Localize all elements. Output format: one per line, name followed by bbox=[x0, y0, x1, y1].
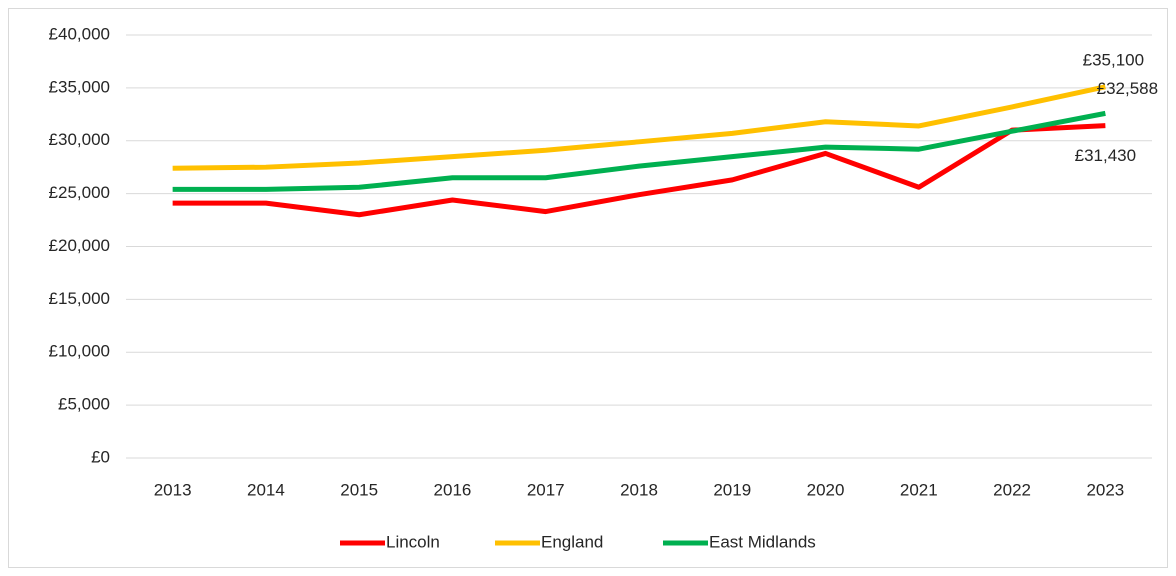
y-tick-label: £5,000 bbox=[58, 395, 110, 414]
y-tick-label: £10,000 bbox=[49, 342, 110, 361]
x-tick-label: 2016 bbox=[434, 480, 472, 499]
legend-label: England bbox=[541, 532, 603, 551]
series-line bbox=[172, 84, 1106, 171]
legend-label: East Midlands bbox=[709, 532, 816, 551]
series-line bbox=[172, 123, 1106, 218]
x-tick-label: 2013 bbox=[154, 480, 192, 499]
chart-border bbox=[8, 8, 1168, 568]
x-tick-label: 2017 bbox=[527, 480, 565, 499]
x-tick-label: 2020 bbox=[807, 480, 845, 499]
y-tick-label: £30,000 bbox=[49, 130, 110, 149]
x-tick-label: 2019 bbox=[713, 480, 751, 499]
x-tick-label: 2021 bbox=[900, 480, 938, 499]
y-tick-label: £40,000 bbox=[49, 24, 110, 43]
y-tick-label: £25,000 bbox=[49, 183, 110, 202]
data-label: £32,588 bbox=[1097, 79, 1158, 98]
data-label: £35,100 bbox=[1083, 50, 1144, 69]
y-tick-label: £0 bbox=[91, 447, 110, 466]
x-tick-label: 2018 bbox=[620, 480, 658, 499]
y-tick-label: £20,000 bbox=[49, 236, 110, 255]
legend-label: Lincoln bbox=[386, 532, 440, 551]
y-tick-label: £35,000 bbox=[49, 77, 110, 96]
x-tick-label: 2022 bbox=[993, 480, 1031, 499]
series-line bbox=[172, 110, 1106, 192]
x-tick-label: 2023 bbox=[1086, 480, 1124, 499]
x-tick-label: 2015 bbox=[340, 480, 378, 499]
data-label: £31,430 bbox=[1075, 146, 1136, 165]
x-tick-label: 2014 bbox=[247, 480, 285, 499]
y-tick-label: £15,000 bbox=[49, 289, 110, 308]
